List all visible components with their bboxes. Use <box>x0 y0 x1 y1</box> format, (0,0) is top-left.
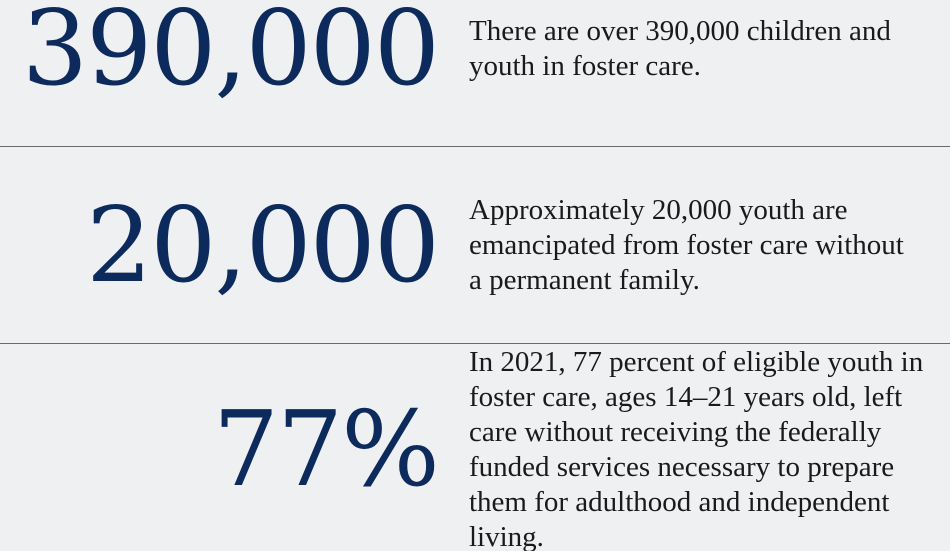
stat-row-emancipated: 20,000 Approximately 20,000 youth are em… <box>0 147 950 343</box>
stat-number-emancipated: 20,000 <box>86 184 440 306</box>
stat-text-children: There are over 390,000 children and yout… <box>469 15 891 82</box>
stat-text-services: In 2021, 77 percent of eligible youth in… <box>469 346 924 551</box>
stat-number-services: 77% <box>212 388 440 510</box>
stat-row-services: 77% In 2021, 77 percent of eligible yout… <box>0 344 950 551</box>
stat-text-emancipated: Approximately 20,000 youth are emancipat… <box>469 194 904 296</box>
stat-number-children: 390,000 <box>21 0 440 109</box>
section-divider-2 <box>0 343 950 344</box>
stat-row-children: 390,000 There are over 390,000 children … <box>0 0 950 146</box>
section-divider-1 <box>0 146 950 147</box>
